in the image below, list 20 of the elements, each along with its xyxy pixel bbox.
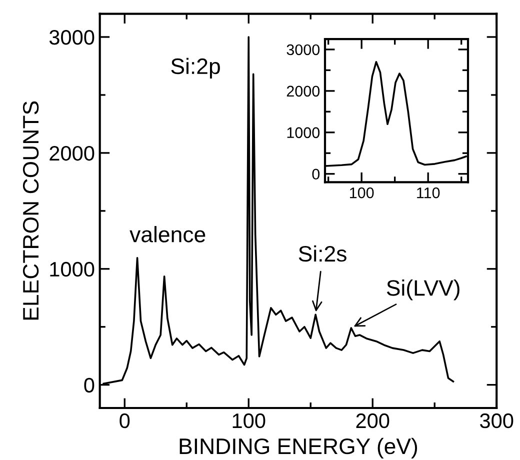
x-tick-label: 0: [120, 413, 130, 428]
annotation: Si:2s: [298, 245, 346, 262]
y-tick-label: 1000: [287, 127, 320, 138]
y-tick-label: 1000: [50, 262, 94, 277]
annotation: Si:2p: [171, 58, 220, 79]
x-tick-label: 100: [350, 187, 374, 198]
y-tick-label: 2000: [50, 146, 94, 161]
y-tick-label: 0: [312, 168, 320, 180]
x-axis-title: BINDING ENERGY (eV): [180, 438, 418, 459]
y-axis-title: ELECTRON COUNTS: [22, 101, 39, 320]
y-tick-label: 2000: [286, 86, 320, 97]
x-tick-label: 300: [480, 413, 514, 428]
y-tick-label: 3000: [286, 44, 320, 56]
y-tick-label: 3000: [49, 30, 94, 45]
x-tick-label: 200: [356, 413, 390, 428]
x-tick-label: 110: [417, 187, 440, 198]
y-tick-label: 0: [84, 378, 94, 393]
annotation: Si(LVV): [386, 280, 460, 300]
annotation: valence: [130, 226, 206, 242]
x-tick-label: 100: [232, 413, 266, 428]
